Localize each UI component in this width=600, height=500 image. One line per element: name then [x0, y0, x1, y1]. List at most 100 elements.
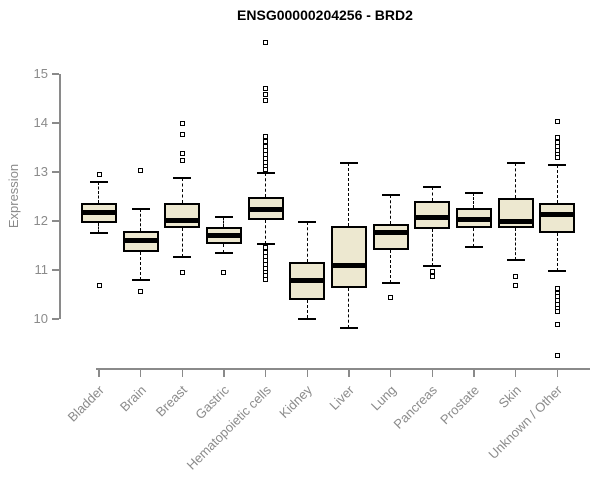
y-axis-tick — [52, 269, 59, 271]
x-tick-label-lung: Lung — [367, 382, 399, 414]
upper-whisker — [264, 173, 266, 198]
upper-whisker — [139, 209, 141, 231]
lower-whisker-cap — [214, 252, 233, 255]
lower-whisker — [223, 243, 225, 254]
upper-whisker-cap — [423, 185, 442, 188]
median-line — [372, 229, 409, 235]
outlier-point — [138, 167, 144, 173]
median-line — [289, 278, 326, 284]
median-line — [539, 211, 576, 217]
chart-title: ENSG00000204256 - BRD2 — [237, 7, 413, 23]
y-tick-label: 12 — [33, 213, 48, 228]
x-axis-tick — [139, 369, 142, 377]
outlier-point — [554, 353, 560, 359]
upper-whisker-cap — [506, 161, 525, 164]
median-line — [414, 215, 451, 221]
median-line — [330, 262, 367, 268]
y-tick-label: 15 — [33, 66, 48, 81]
x-tick-label-prostate: Prostate — [437, 382, 482, 428]
upper-whisker-cap — [173, 177, 192, 180]
x-axis-line — [96, 368, 590, 370]
outlier-point — [263, 40, 269, 46]
outlier-point — [263, 92, 269, 98]
y-axis-tick — [52, 220, 59, 222]
x-axis-tick — [306, 369, 309, 377]
outlier-point — [554, 154, 560, 160]
median-line — [205, 232, 242, 238]
y-axis-label: Expression — [6, 163, 21, 229]
outlier-point — [429, 274, 435, 280]
upper-whisker-cap — [90, 180, 108, 183]
outlier-point — [513, 274, 519, 280]
x-tick-label-breast: Breast — [153, 382, 191, 420]
outlier-point — [179, 121, 185, 127]
lower-whisker-cap — [506, 258, 525, 261]
outlier-point — [263, 245, 269, 251]
x-axis-tick — [223, 369, 225, 377]
outlier-point — [554, 118, 560, 124]
outlier-point — [179, 158, 185, 164]
y-axis-line — [59, 74, 61, 319]
lower-whisker — [389, 249, 391, 283]
y-tick-label: 13 — [33, 164, 48, 179]
upper-whisker-cap — [548, 164, 567, 167]
outlier-point — [221, 269, 227, 275]
y-axis-tick — [52, 122, 59, 124]
x-tick-label-unknown-other: Unknown / Other — [485, 382, 566, 462]
lower-whisker — [348, 288, 350, 329]
median-line — [164, 217, 201, 223]
outlier-point — [96, 172, 102, 178]
x-tick-label-gastric: Gastric — [192, 382, 232, 423]
y-tick-label: 14 — [33, 115, 48, 130]
lower-whisker-cap — [381, 281, 400, 284]
outlier-point — [263, 276, 269, 282]
lower-whisker — [264, 220, 266, 244]
upper-whisker — [514, 162, 516, 199]
x-axis-tick — [389, 369, 392, 377]
y-axis-tick — [52, 73, 59, 75]
y-tick-label: 10 — [33, 311, 48, 326]
lower-whisker-cap — [131, 278, 150, 281]
x-tick-label-pancreas: Pancreas — [390, 382, 441, 432]
median-line — [81, 209, 117, 215]
x-tick-label-hematopoietic-cells: Hematopoietic cells — [183, 382, 274, 473]
lower-whisker — [139, 251, 141, 280]
upper-whisker — [389, 195, 391, 224]
outlier-point — [554, 321, 560, 327]
upper-whisker — [306, 222, 308, 262]
y-axis-tick — [52, 171, 59, 173]
lower-whisker-cap — [464, 245, 483, 248]
box-liver — [330, 225, 367, 289]
upper-whisker-cap — [131, 208, 150, 211]
median-line — [455, 216, 492, 222]
lower-whisker — [514, 227, 516, 260]
x-axis-tick — [431, 369, 434, 377]
median-line — [497, 219, 534, 225]
upper-whisker — [181, 178, 183, 203]
outlier-point — [263, 98, 269, 104]
outlier-point — [179, 269, 185, 275]
outlier-point — [96, 282, 102, 288]
x-tick-label-liver: Liver — [326, 382, 357, 413]
x-tick-label-kidney: Kidney — [276, 382, 316, 422]
lower-whisker — [431, 229, 433, 267]
outlier-point — [179, 150, 185, 156]
upper-whisker — [98, 181, 100, 203]
outlier-point — [263, 139, 269, 145]
upper-whisker-cap — [214, 215, 233, 218]
outlier-point — [263, 167, 269, 173]
outlier-point — [263, 86, 269, 92]
lower-whisker — [473, 227, 475, 247]
upper-whisker-cap — [256, 172, 275, 175]
upper-whisker-cap — [381, 194, 400, 197]
x-tick-label-skin: Skin — [495, 382, 524, 411]
lower-whisker-cap — [548, 270, 567, 273]
upper-whisker — [431, 186, 433, 202]
lower-whisker — [98, 222, 100, 233]
box-unknown-other — [539, 202, 576, 233]
x-axis-tick — [264, 369, 267, 377]
x-axis-tick — [181, 369, 184, 377]
lower-whisker-cap — [339, 327, 358, 330]
outlier-point — [513, 282, 519, 288]
